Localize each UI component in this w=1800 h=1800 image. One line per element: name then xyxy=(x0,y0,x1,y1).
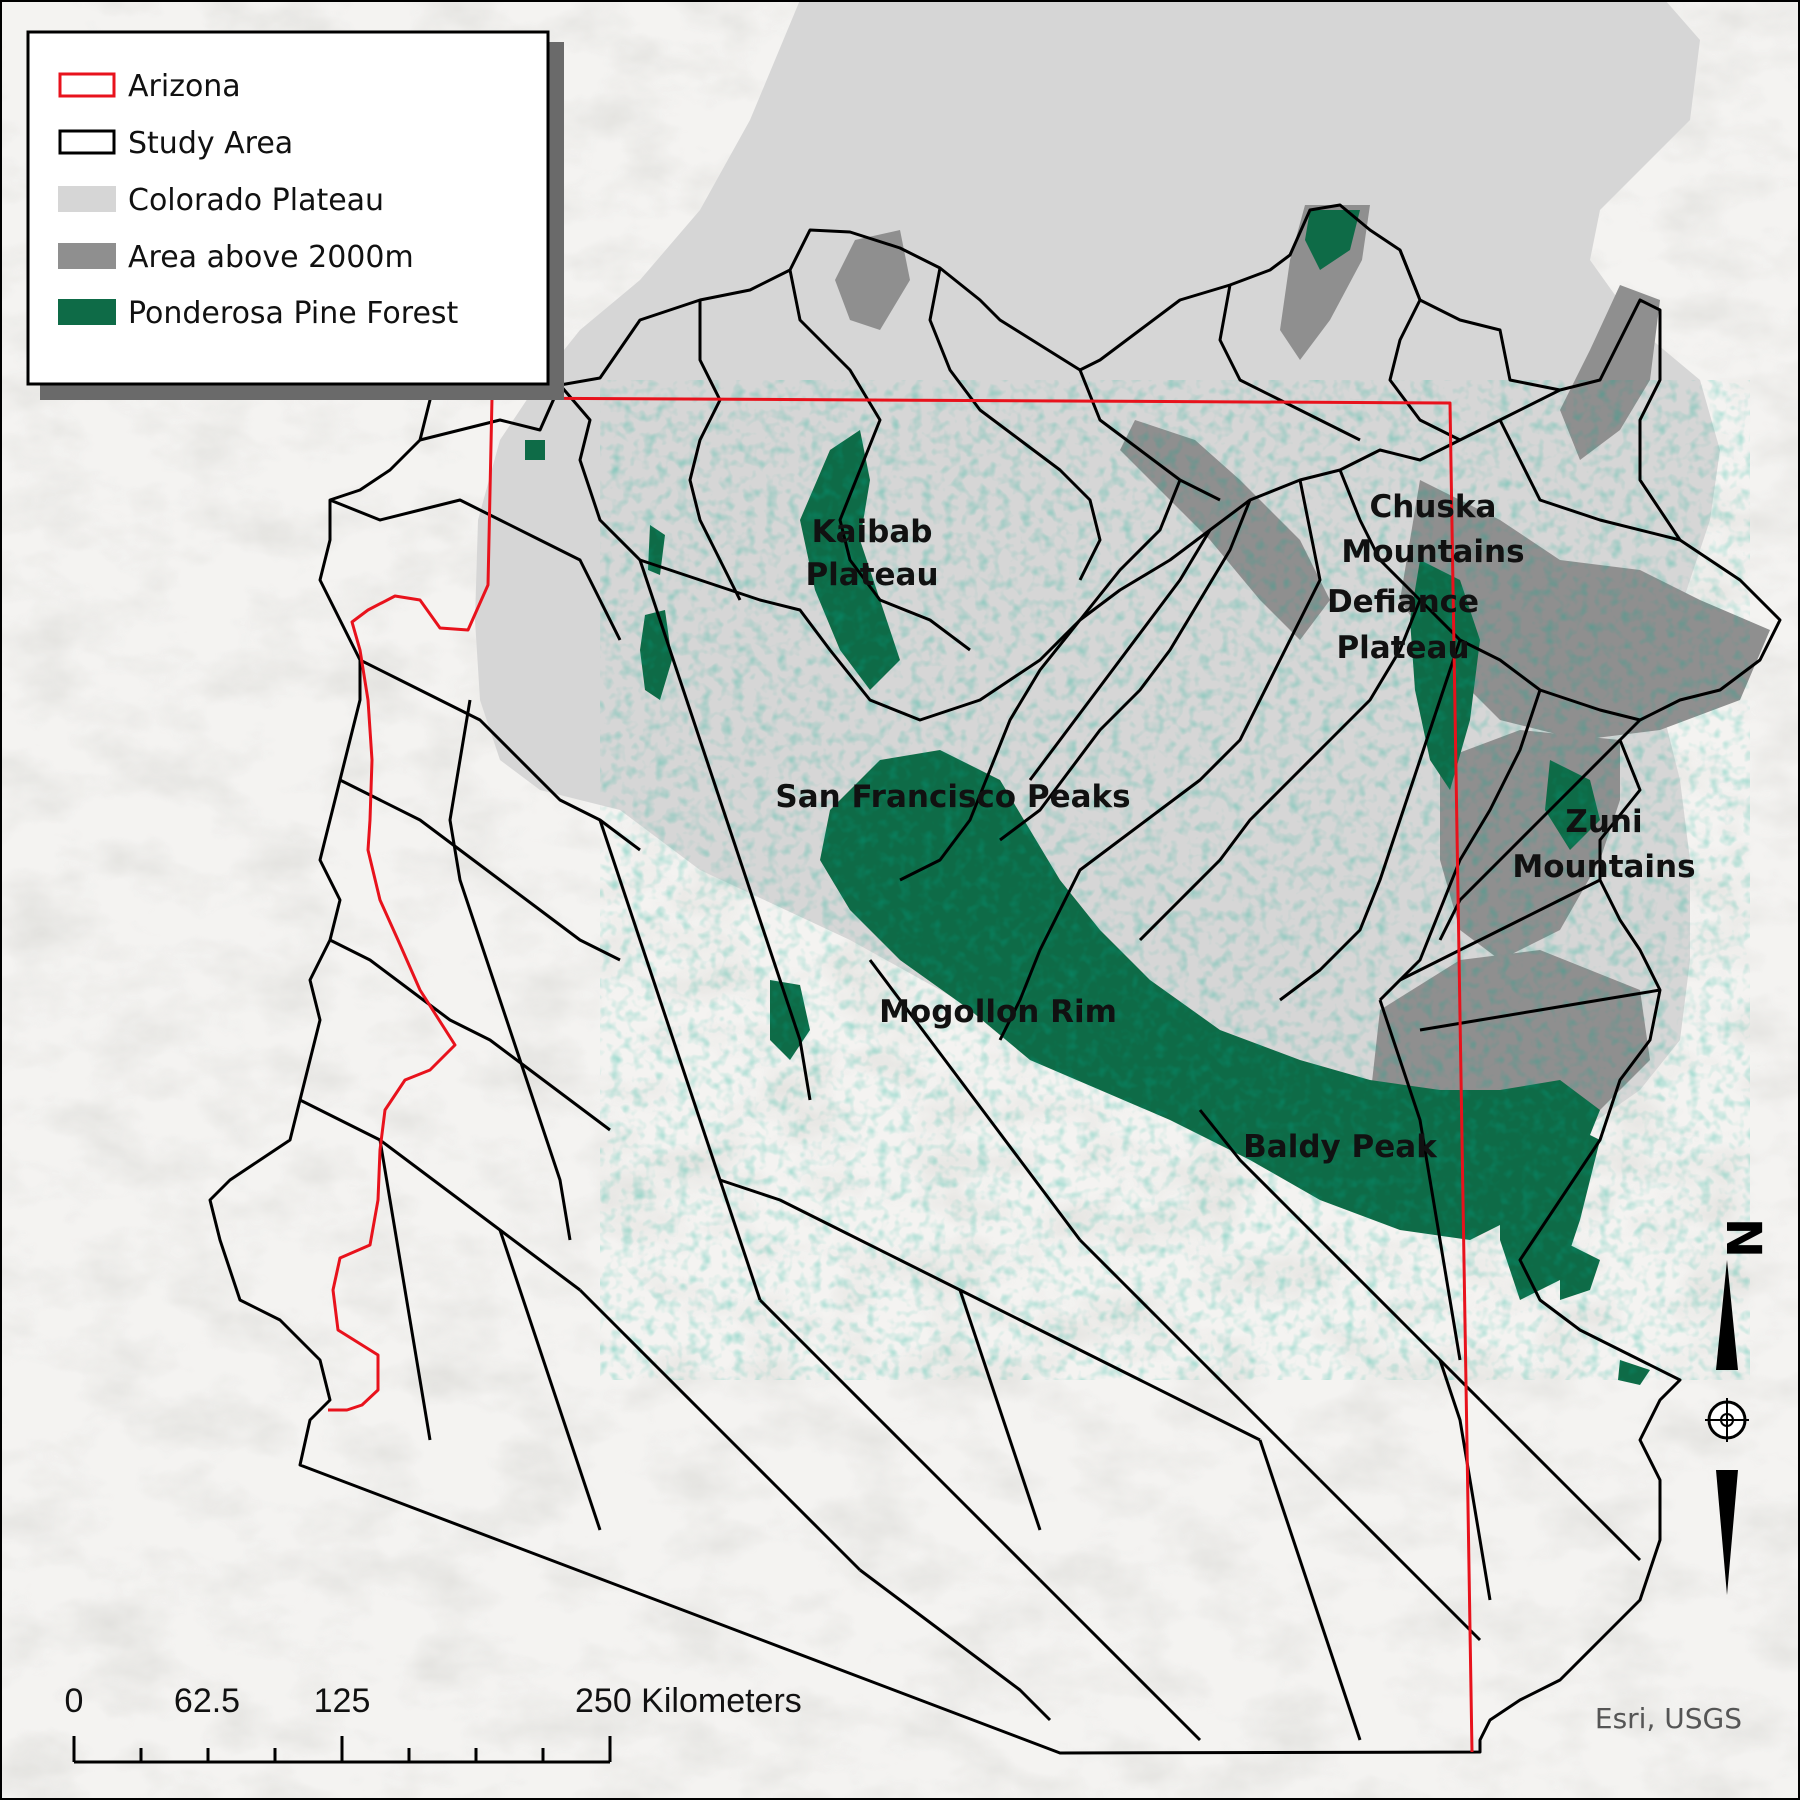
place-labels: Kaibab Plateau Chuska Mountains Defiance… xyxy=(775,489,1695,1165)
arizona-boundary xyxy=(328,396,1474,1753)
legend-swatch-area-above-2000m xyxy=(58,243,116,269)
label-baldy-peak: Baldy Peak xyxy=(1243,1129,1438,1165)
legend-swatch-study-area xyxy=(58,129,116,155)
label-zuni-mountains-line1: Zuni xyxy=(1565,804,1642,840)
label-defiance-plateau-line1: Defiance xyxy=(1327,584,1479,620)
label-chuska-mountains-line1: Chuska xyxy=(1370,489,1497,525)
north-arrow: N xyxy=(1705,1218,1771,1595)
label-zuni-mountains-line2: Mountains xyxy=(1512,849,1695,885)
forest-speckle-texture xyxy=(600,380,1750,1380)
scale-label-0: 0 xyxy=(65,1682,84,1720)
legend-swatch-arizona xyxy=(58,72,116,98)
label-mogollon-rim: Mogollon Rim xyxy=(879,994,1117,1030)
legend: Arizona Study Area Colorado Plateau Area… xyxy=(26,30,564,400)
label-chuska-mountains-line2: Mountains xyxy=(1341,534,1524,570)
map-credit: Esri, USGS xyxy=(1595,1702,1742,1735)
scale-bar-line xyxy=(72,1736,612,1764)
legend-label-colorado-plateau: Colorado Plateau xyxy=(128,183,384,218)
legend-label-study-area: Study Area xyxy=(128,126,293,161)
scale-label-250-kilometers: 250 Kilometers xyxy=(575,1682,802,1720)
study-area-boundaries xyxy=(208,203,1782,1755)
label-kaibab-plateau-line2: Plateau xyxy=(805,557,938,593)
legend-swatch-ponderosa-pine-forest xyxy=(58,299,116,325)
scale-bar: 0 62.5 125 250 Kilometers xyxy=(65,1682,802,1764)
legend-swatch-colorado-plateau xyxy=(58,186,116,212)
label-san-francisco-peaks: San Francisco Peaks xyxy=(775,779,1130,815)
label-kaibab-plateau-line1: Kaibab xyxy=(812,514,933,550)
legend-label-area-above-2000m: Area above 2000m xyxy=(128,240,414,275)
legend-label-ponderosa-pine-forest: Ponderosa Pine Forest xyxy=(128,296,459,331)
scale-label-62-5: 62.5 xyxy=(174,1682,240,1720)
north-arrow-upper-shaft xyxy=(1716,1260,1738,1370)
scale-label-125: 125 xyxy=(314,1682,371,1720)
legend-label-arizona: Arizona xyxy=(128,69,241,104)
label-defiance-plateau-line2: Plateau xyxy=(1336,630,1469,666)
north-arrow-lower-shaft xyxy=(1716,1470,1738,1595)
north-letter: N xyxy=(1715,1218,1771,1258)
